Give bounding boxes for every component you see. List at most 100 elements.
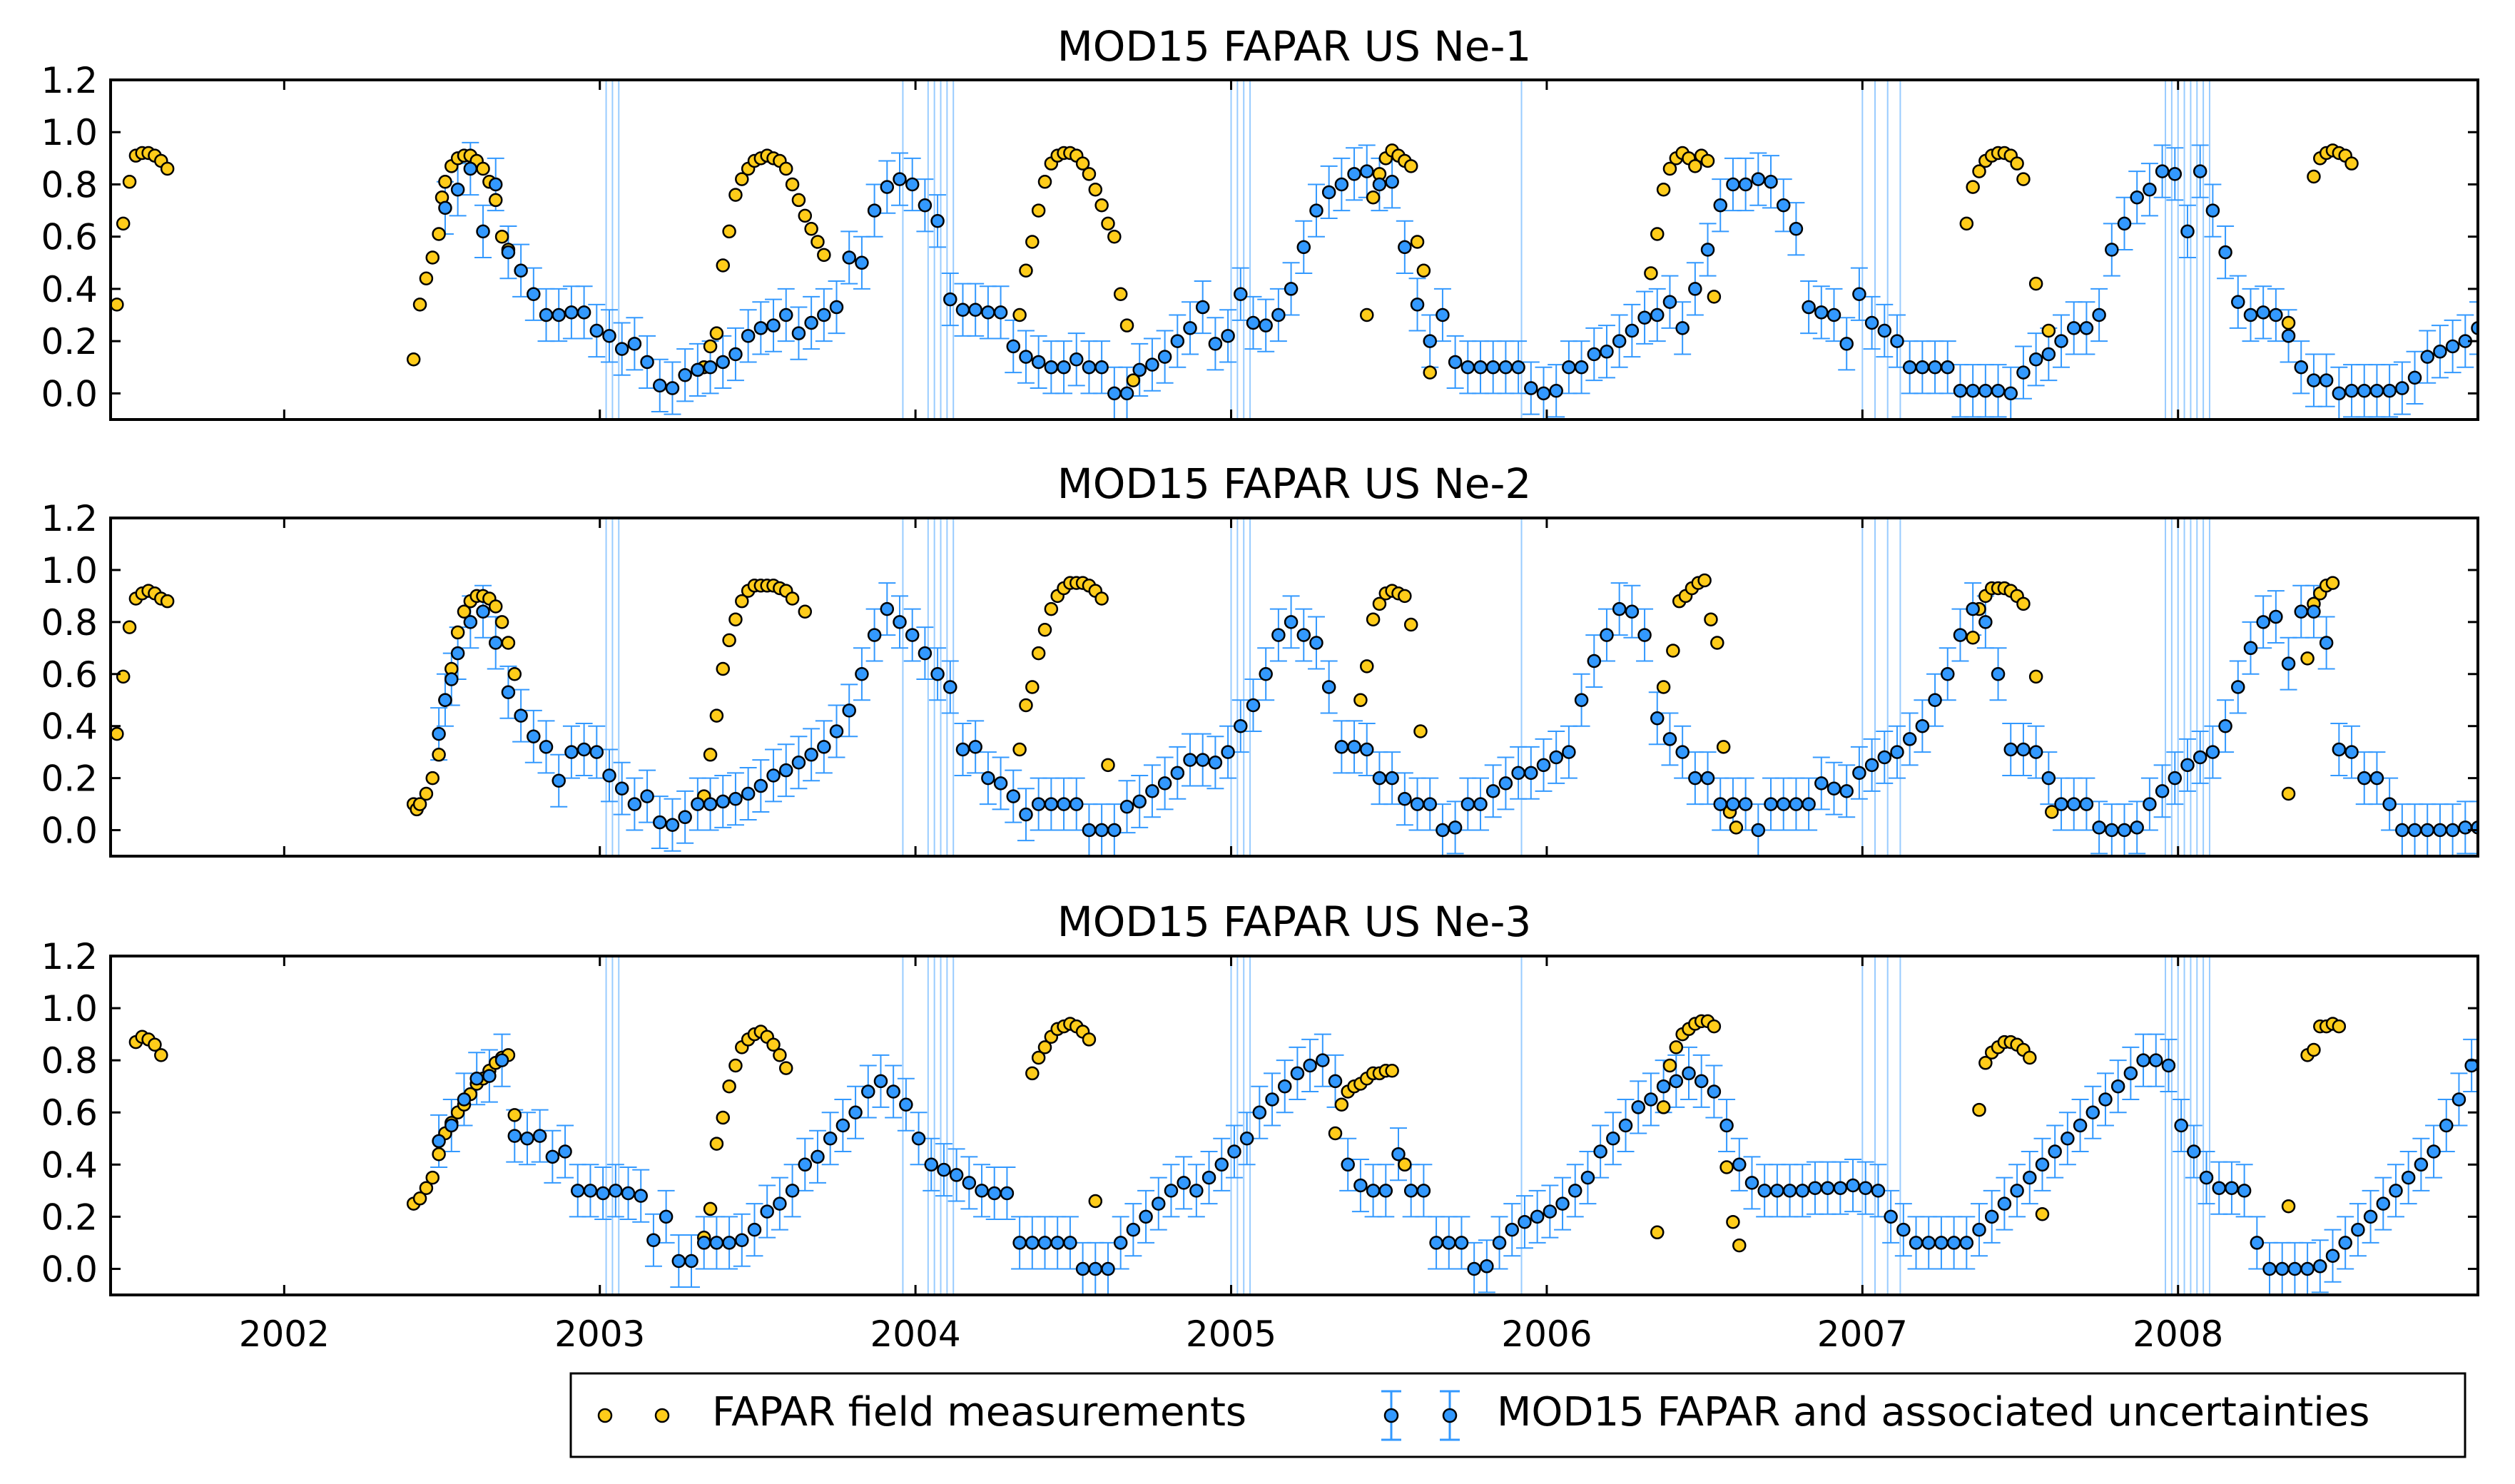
- field-point: [709, 1137, 724, 1151]
- modis-point: [804, 315, 818, 330]
- field-point: [1398, 589, 1412, 604]
- modis-point: [684, 1254, 698, 1269]
- field-point: [1656, 680, 1671, 694]
- modis-point: [1214, 1157, 1229, 1172]
- modis-point: [640, 355, 654, 370]
- modis-point: [571, 1184, 585, 1198]
- modis-point: [1511, 766, 1525, 781]
- modis-point: [1101, 1261, 1115, 1276]
- field-point: [2041, 323, 2056, 338]
- modis-point: [1347, 740, 1361, 754]
- modis-point: [962, 1176, 977, 1190]
- modis-point: [2395, 823, 2409, 838]
- modis-point: [1700, 771, 1715, 786]
- modis-point: [2307, 604, 2321, 619]
- modis-point: [1157, 350, 1172, 364]
- modis-point: [1826, 781, 1841, 796]
- modis-point: [1360, 742, 1374, 757]
- modis-point: [602, 329, 616, 343]
- modis-point: [1719, 1118, 1734, 1133]
- field-point: [412, 797, 427, 811]
- modis-point: [2016, 365, 2031, 380]
- field-point: [703, 1201, 718, 1216]
- modis-point: [778, 308, 793, 322]
- field-point: [1966, 630, 1980, 645]
- modis-point: [1221, 329, 1235, 343]
- modis-point: [2187, 1144, 2201, 1159]
- modis-point: [1966, 601, 1980, 616]
- modis-point: [1000, 1186, 1015, 1201]
- modis-point: [937, 1162, 951, 1177]
- modis-point: [975, 1184, 989, 1198]
- modis-point: [665, 818, 680, 832]
- modis-point: [1057, 360, 1071, 375]
- modis-point: [2262, 1261, 2277, 1276]
- modis-point: [1082, 360, 1097, 375]
- modis-point: [1132, 794, 1147, 809]
- field-point: [1334, 1097, 1349, 1112]
- field-point: [2045, 805, 2059, 819]
- modis-point: [609, 1184, 623, 1198]
- modis-point: [1442, 1236, 1456, 1250]
- x-tick-label: 2003: [554, 1313, 645, 1355]
- modis-point: [2130, 820, 2144, 835]
- modis-point: [501, 245, 516, 260]
- field-point: [1037, 175, 1052, 189]
- modis-point: [432, 1134, 446, 1149]
- modis-point: [1195, 753, 1210, 767]
- modis-point: [1454, 1236, 1469, 1250]
- modis-point: [1884, 1209, 1898, 1224]
- modis-point: [1764, 797, 1778, 811]
- modis-point: [855, 255, 869, 270]
- modis-point: [463, 161, 478, 176]
- modis-point: [1107, 386, 1122, 401]
- field-point: [1025, 235, 1040, 249]
- modis-point: [1498, 360, 1513, 375]
- modis-point: [2092, 820, 2106, 835]
- field-point: [1031, 646, 1046, 661]
- modis-point: [2205, 745, 2220, 759]
- modis-point: [741, 786, 756, 801]
- modis-point: [703, 360, 718, 375]
- field-point: [778, 161, 793, 176]
- modis-point: [1726, 177, 1740, 192]
- legend: FAPAR field measurements MOD15 FAPAR and…: [569, 1372, 2466, 1458]
- modis-point: [1662, 732, 1677, 746]
- field-point: [773, 1048, 787, 1062]
- modis-point: [848, 1105, 863, 1119]
- modis-point: [2136, 1053, 2150, 1067]
- modis-point: [987, 1186, 1002, 1201]
- panel-ne3: MOD15 FAPAR US Ne-3 1.2 1.0 0.8 0.6 0.4 0.2 0.0…: [41, 898, 2479, 1355]
- modis-point: [798, 1157, 813, 1172]
- modis-point: [1296, 240, 1311, 255]
- modis-point: [2079, 321, 2094, 335]
- modis-point: [1296, 628, 1311, 642]
- modis-point: [1429, 1236, 1443, 1250]
- field-point: [1650, 227, 1665, 241]
- field-point: [728, 1058, 743, 1073]
- modis-point: [981, 305, 995, 320]
- modis-point: [2231, 680, 2245, 694]
- modis-point: [691, 797, 705, 811]
- modis-point: [2130, 190, 2144, 205]
- modis-point: [760, 1204, 774, 1219]
- modis-point: [1511, 360, 1525, 375]
- modis-point: [1075, 1261, 1090, 1276]
- modis-point: [1448, 355, 1463, 370]
- modis-point: [589, 745, 604, 759]
- field-point: [798, 208, 813, 223]
- field-point: [798, 604, 813, 619]
- y-tick-label: 0.0: [41, 373, 98, 415]
- modis-point: [2332, 742, 2347, 757]
- modis-point: [1928, 693, 1942, 707]
- modis-point: [1978, 383, 1993, 398]
- modis-point: [1006, 789, 1021, 803]
- modis-point: [829, 724, 844, 738]
- field-point: [1360, 308, 1374, 322]
- y-tick-label: 1.2: [41, 60, 98, 101]
- legend-field-marker: [597, 1408, 613, 1423]
- modis-point: [1170, 334, 1185, 348]
- field-point: [1707, 290, 1722, 304]
- field-point: [1119, 318, 1134, 332]
- modis-point: [507, 1129, 522, 1143]
